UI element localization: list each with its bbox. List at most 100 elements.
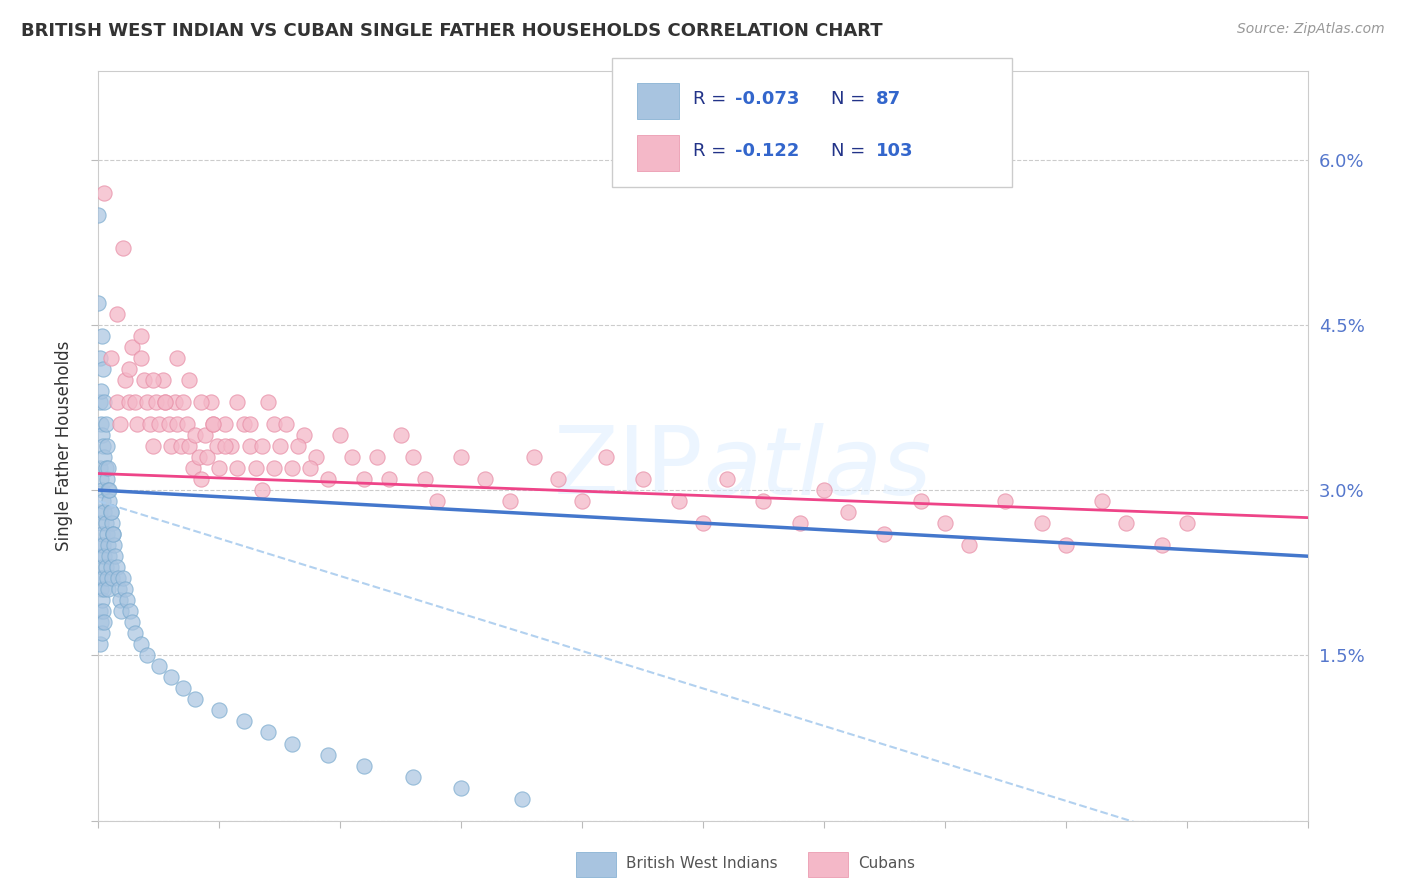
Point: [166, 417, 188, 431]
Point: [108, 417, 131, 431]
Point: [232, 417, 254, 431]
Text: ZIP: ZIP: [554, 423, 703, 515]
Point: [93, 186, 115, 200]
Point: [98, 494, 121, 508]
Point: [250, 483, 273, 497]
Point: [91, 483, 114, 497]
Point: [87, 295, 110, 310]
Point: [139, 417, 162, 431]
Point: [90, 615, 112, 630]
Point: [142, 439, 165, 453]
Point: [93, 505, 115, 519]
Point: [110, 604, 132, 618]
Point: [176, 417, 198, 431]
Point: [93, 450, 115, 464]
Point: [111, 241, 134, 255]
Point: [90, 582, 112, 597]
Point: [97, 483, 120, 497]
Point: [179, 439, 201, 453]
Point: [96, 439, 118, 453]
Point: [389, 428, 412, 442]
Point: [181, 461, 204, 475]
Point: [789, 516, 811, 530]
Text: R =: R =: [693, 142, 733, 160]
Point: [91, 527, 114, 541]
Point: [90, 549, 112, 564]
Point: [184, 428, 207, 442]
Point: [127, 417, 149, 431]
Point: [245, 461, 267, 475]
Text: N =: N =: [831, 90, 870, 108]
Point: [93, 615, 115, 630]
Point: [124, 626, 146, 640]
Point: [121, 340, 143, 354]
Point: [329, 428, 352, 442]
Point: [256, 395, 278, 409]
Point: [90, 516, 112, 530]
Point: [134, 373, 156, 387]
Point: [274, 417, 297, 431]
Point: [93, 549, 115, 564]
Point: [226, 461, 249, 475]
Point: [232, 714, 254, 729]
Text: R =: R =: [693, 90, 733, 108]
Point: [104, 549, 127, 564]
Point: [208, 703, 231, 717]
Point: [510, 791, 533, 805]
Point: [89, 538, 111, 552]
Point: [152, 373, 174, 387]
Text: atlas: atlas: [703, 423, 931, 514]
Point: [94, 417, 117, 431]
Point: [91, 571, 114, 585]
Text: 103: 103: [876, 142, 914, 160]
Point: [202, 417, 225, 431]
Point: [101, 527, 124, 541]
Point: [366, 450, 388, 464]
Point: [239, 417, 262, 431]
Point: [250, 439, 273, 453]
Point: [179, 373, 201, 387]
Point: [98, 549, 121, 564]
Point: [100, 560, 122, 574]
Point: [208, 461, 231, 475]
Point: [316, 472, 339, 486]
Point: [256, 725, 278, 739]
Point: [287, 439, 309, 453]
Point: [163, 395, 186, 409]
Point: [153, 395, 176, 409]
Point: [172, 681, 194, 696]
Point: [752, 494, 775, 508]
Point: [90, 417, 112, 431]
Point: [316, 747, 339, 762]
Point: [89, 571, 111, 585]
Point: [1175, 516, 1198, 530]
Point: [190, 472, 212, 486]
Point: [114, 582, 136, 597]
Point: [402, 450, 425, 464]
Point: [145, 395, 167, 409]
Point: [450, 450, 472, 464]
Point: [118, 604, 141, 618]
Point: [94, 516, 117, 530]
Point: [205, 439, 228, 453]
Point: [910, 494, 932, 508]
Point: [668, 494, 690, 508]
Point: [121, 615, 143, 630]
Point: [118, 395, 141, 409]
Point: [129, 328, 152, 343]
Point: [91, 362, 114, 376]
Point: [1152, 538, 1174, 552]
Point: [94, 560, 117, 574]
Point: [91, 439, 114, 453]
Point: [190, 395, 212, 409]
Point: [96, 527, 118, 541]
Point: [97, 538, 120, 552]
Point: [214, 439, 236, 453]
Point: [813, 483, 835, 497]
Text: British West Indians: British West Indians: [626, 856, 778, 871]
Point: [93, 395, 115, 409]
Point: [135, 395, 157, 409]
Point: [299, 461, 322, 475]
Point: [221, 439, 243, 453]
Point: [108, 582, 131, 597]
